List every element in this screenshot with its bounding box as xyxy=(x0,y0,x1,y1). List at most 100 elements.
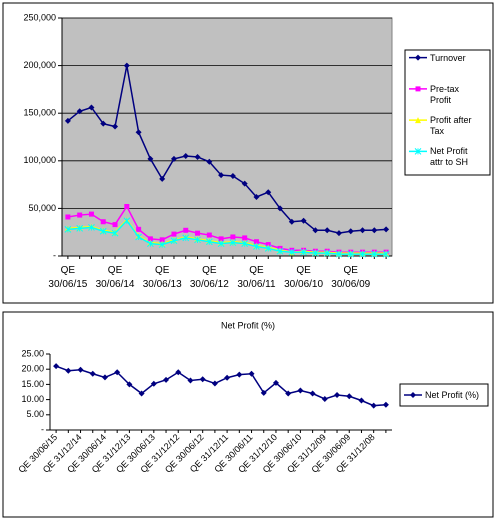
marker xyxy=(138,390,145,397)
marker xyxy=(187,377,194,384)
legend-label: Pre-tax Profit xyxy=(430,83,460,105)
marker xyxy=(277,205,284,212)
marker xyxy=(88,211,94,217)
marker xyxy=(300,217,307,224)
marker xyxy=(415,54,421,61)
marker xyxy=(170,155,177,162)
marker xyxy=(230,234,236,240)
marker xyxy=(415,117,421,124)
marker xyxy=(170,237,178,245)
marker xyxy=(194,236,201,244)
marker xyxy=(264,245,272,252)
marker xyxy=(135,129,142,136)
marker xyxy=(359,250,366,258)
marker xyxy=(300,248,307,256)
marker xyxy=(182,153,189,160)
marker xyxy=(53,363,60,370)
marker xyxy=(182,234,190,242)
marker xyxy=(100,120,107,127)
marker xyxy=(135,233,142,241)
legend-label: Profit after Tax xyxy=(430,115,472,137)
marker xyxy=(123,62,130,69)
marker xyxy=(88,224,95,231)
marker xyxy=(206,232,212,238)
marker xyxy=(335,230,342,237)
marker xyxy=(383,226,390,233)
marker xyxy=(171,231,177,237)
marker xyxy=(371,227,378,234)
marker xyxy=(195,230,201,236)
marker xyxy=(175,369,182,376)
marker xyxy=(272,379,279,386)
marker xyxy=(248,370,255,377)
marker xyxy=(236,371,243,378)
marker xyxy=(64,225,72,233)
marker xyxy=(159,237,165,243)
marker xyxy=(323,249,331,257)
marker xyxy=(100,219,106,225)
y-tick-label: 5.00 xyxy=(26,409,44,419)
marker xyxy=(335,250,343,258)
marker xyxy=(147,155,154,162)
marker xyxy=(64,117,71,124)
plot-area xyxy=(61,17,393,257)
series-line xyxy=(55,365,386,407)
marker xyxy=(126,381,133,388)
series-line xyxy=(67,205,387,253)
marker xyxy=(124,203,130,209)
marker xyxy=(183,227,189,233)
marker xyxy=(76,108,83,115)
marker xyxy=(229,239,237,247)
marker xyxy=(211,380,218,387)
legend-box xyxy=(404,49,491,176)
marker xyxy=(123,217,131,225)
marker xyxy=(309,390,316,397)
legend-box xyxy=(399,383,489,407)
marker xyxy=(158,241,166,248)
marker xyxy=(253,193,260,200)
marker xyxy=(334,392,341,399)
marker xyxy=(77,212,83,218)
marker xyxy=(218,172,225,179)
marker xyxy=(112,123,119,130)
y-tick-label: 20.00 xyxy=(21,364,44,374)
marker xyxy=(101,374,108,381)
marker xyxy=(218,236,224,242)
marker xyxy=(77,366,84,373)
marker xyxy=(159,175,166,182)
marker xyxy=(242,235,248,241)
marker xyxy=(99,227,107,235)
marker xyxy=(297,387,304,394)
marker xyxy=(217,240,225,247)
x-tick-label: QE 30/06/14 xyxy=(95,265,135,290)
legend-label: Net Profit attr to SH xyxy=(430,146,469,168)
x-tick-label: QE 30/06/12 xyxy=(189,265,229,290)
chart-title: Net Profit (%) xyxy=(221,320,275,330)
marker xyxy=(199,376,206,383)
marker xyxy=(241,180,248,187)
y-tick-label: 250,000 xyxy=(23,12,56,22)
y-tick-label: 100,000 xyxy=(23,155,56,165)
marker xyxy=(321,395,328,402)
marker xyxy=(241,240,249,247)
y-tick-label: 200,000 xyxy=(23,60,56,70)
marker xyxy=(358,397,365,404)
marker xyxy=(347,228,354,235)
marker xyxy=(288,248,296,256)
y-tick-label: 10.00 xyxy=(21,394,44,404)
marker xyxy=(312,227,319,234)
y-tick-label: 25.00 xyxy=(21,348,44,358)
marker xyxy=(88,104,95,111)
marker xyxy=(253,243,260,250)
marker xyxy=(163,376,170,383)
y-tick-label: - xyxy=(41,424,44,434)
marker xyxy=(346,393,353,400)
marker xyxy=(414,148,422,155)
marker xyxy=(147,236,153,242)
legend-label: Net Profit (%) xyxy=(425,390,480,400)
legend-label: Turnover xyxy=(430,52,466,63)
marker xyxy=(89,370,96,377)
plot-area xyxy=(50,354,392,430)
marker xyxy=(136,226,142,232)
